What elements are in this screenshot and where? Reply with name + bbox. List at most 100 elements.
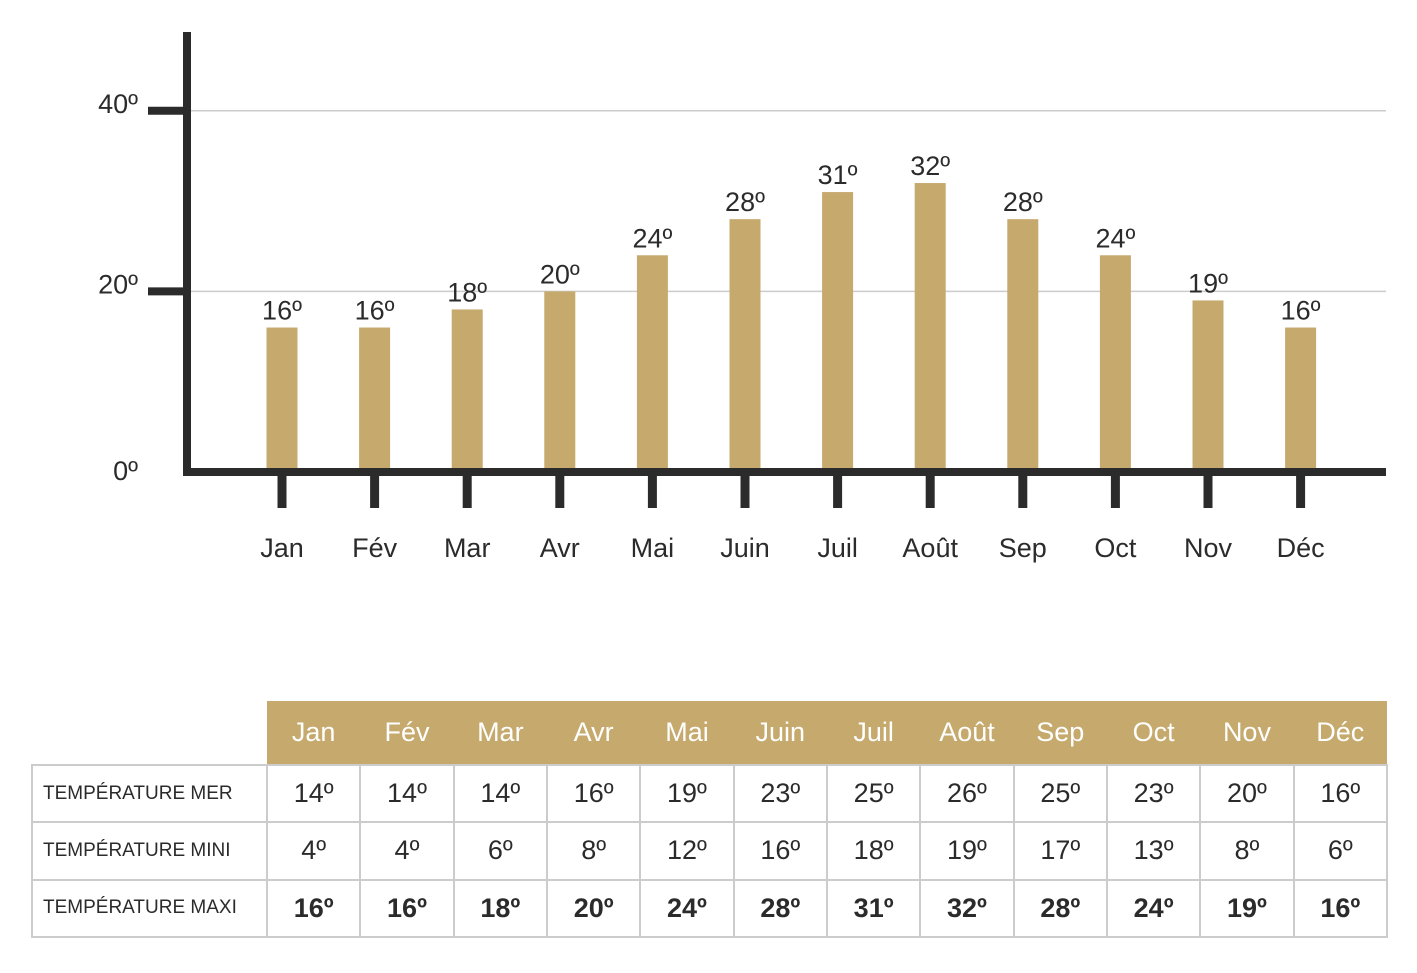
axes: 0º 20º 40º Jan Fév Mar Avr Mai Juin Juil Août Sep Oc…	[98, 32, 1386, 563]
y-tick-label: 20º	[98, 269, 138, 299]
table-header-row: Jan Fév Mar Avr Mai Juin Juil Août Sep O…	[32, 701, 1387, 765]
header-month: Avr	[546, 701, 641, 765]
climate-table: Jan Fév Mar Avr Mai Juin Juil Août Sep O…	[31, 701, 1388, 939]
table-cell: 25º	[825, 763, 922, 824]
bars: 16º 16º 18º 20º 24º 28º 31º 32º 28º 24º 19º 16º	[262, 151, 1321, 473]
data-label: 16º	[262, 296, 302, 326]
table-cell: 14º	[265, 763, 362, 824]
header-month: Nov	[1200, 701, 1294, 765]
row-label: TEMPÉRATURE MINI	[31, 821, 268, 881]
table-cell: 18º	[452, 878, 548, 939]
bar	[822, 192, 854, 472]
gridlines	[187, 110, 1386, 293]
table-cell: 25º	[1012, 763, 1108, 824]
table-cell: 14º	[359, 763, 455, 824]
table-cell: 19º	[919, 821, 1015, 881]
data-label: 31º	[818, 160, 858, 190]
table-cell: 16º	[265, 878, 362, 939]
data-label: 24º	[1095, 223, 1135, 253]
table-cell: 16º	[1292, 878, 1388, 939]
table-cell: 28º	[732, 878, 828, 939]
table-cell: 18º	[825, 821, 922, 881]
data-label: 16º	[355, 296, 395, 326]
x-tick-label: Nov	[1184, 533, 1233, 563]
header-month: Août	[920, 701, 1014, 765]
table-cell: 16º	[359, 878, 455, 939]
table-cell: 19º	[639, 763, 735, 824]
table-cell: 28º	[1012, 878, 1108, 939]
x-tick-label: Mar	[444, 533, 491, 563]
table-cell: 19º	[1199, 878, 1295, 939]
table-cell: 24º	[639, 878, 735, 939]
data-label: 19º	[1188, 268, 1228, 298]
table-row-sea-temperature: TEMPÉRATURE MER 14º 14º 14º 16º 19º 23º …	[31, 763, 1388, 824]
table-cell: 6º	[452, 821, 548, 881]
bar	[636, 255, 668, 472]
x-tick-label: Juin	[720, 533, 770, 563]
header-month: Sep	[1013, 701, 1107, 765]
table-cell: 20º	[1199, 763, 1295, 824]
row-label: TEMPÉRATURE MAXI	[31, 878, 268, 939]
table-cell: 26º	[919, 763, 1015, 824]
table-cell: 13º	[1105, 821, 1202, 881]
bar	[729, 219, 761, 472]
x-tick-label: Oct	[1094, 533, 1137, 563]
table-cell: 16º	[732, 821, 828, 881]
bar	[544, 291, 576, 472]
table-cell: 8º	[545, 821, 642, 881]
table-cell: 32º	[919, 878, 1015, 939]
data-label: 28º	[1003, 187, 1043, 217]
bar	[914, 183, 946, 473]
table-row-max-temperature: TEMPÉRATURE MAXI 16º 16º 18º 20º 24º 28º…	[31, 878, 1388, 939]
bar	[1007, 219, 1039, 472]
table-cell: 16º	[1292, 763, 1388, 824]
data-label: 32º	[910, 151, 950, 181]
table-cell: 23º	[732, 763, 828, 824]
table-cell: 17º	[1012, 821, 1108, 881]
table-cell: 24º	[1105, 878, 1202, 939]
bar	[1285, 327, 1317, 472]
header-month: Jan	[267, 701, 361, 765]
table-corner	[32, 701, 267, 765]
table-cell: 12º	[639, 821, 735, 881]
data-label: 20º	[540, 259, 580, 289]
row-label: TEMPÉRATURE MER	[31, 763, 268, 824]
header-month: Juil	[826, 701, 921, 765]
table-row-min-temperature: TEMPÉRATURE MINI 4º 4º 6º 8º 12º 16º 18º…	[31, 821, 1388, 881]
y-tick-label: 0º	[113, 456, 138, 486]
bar	[266, 327, 298, 472]
bar	[451, 309, 483, 472]
x-tick-label: Jan	[260, 533, 304, 563]
x-tick-label: Fév	[352, 533, 398, 563]
table-cell: 4º	[265, 821, 362, 881]
x-tick-label: Août	[902, 533, 958, 563]
table-cell: 14º	[452, 763, 548, 824]
bar	[359, 327, 391, 472]
y-tick-label: 40º	[98, 89, 138, 119]
data-label: 28º	[725, 187, 765, 217]
table-cell: 8º	[1199, 821, 1295, 881]
x-tick-label: Sep	[999, 533, 1047, 563]
data-label: 16º	[1281, 296, 1321, 326]
data-label: 18º	[447, 277, 487, 307]
bar	[1192, 300, 1224, 472]
table-cell: 16º	[545, 763, 642, 824]
header-month: Juin	[733, 701, 827, 765]
bar	[1099, 255, 1131, 472]
header-month: Mar	[453, 701, 547, 765]
header-month: Mai	[640, 701, 734, 765]
table-cell: 6º	[1292, 821, 1388, 881]
x-tick-label: Déc	[1277, 533, 1325, 563]
table-cell: 31º	[825, 878, 922, 939]
bar-chart: 16º 16º 18º 20º 24º 28º 31º 32º 28º 24º 19º 16º 0º 2…	[98, 32, 1386, 563]
header-month: Fév	[360, 701, 454, 765]
x-tick-label: Avr	[540, 533, 580, 563]
table-cell: 4º	[359, 821, 455, 881]
table-cell: 20º	[545, 878, 642, 939]
x-tick-label: Juil	[817, 533, 858, 563]
data-label: 24º	[632, 223, 672, 253]
header-month: Oct	[1106, 701, 1201, 765]
header-month: Déc	[1293, 701, 1387, 765]
table-cell: 23º	[1105, 763, 1202, 824]
x-tick-label: Mai	[631, 533, 675, 563]
